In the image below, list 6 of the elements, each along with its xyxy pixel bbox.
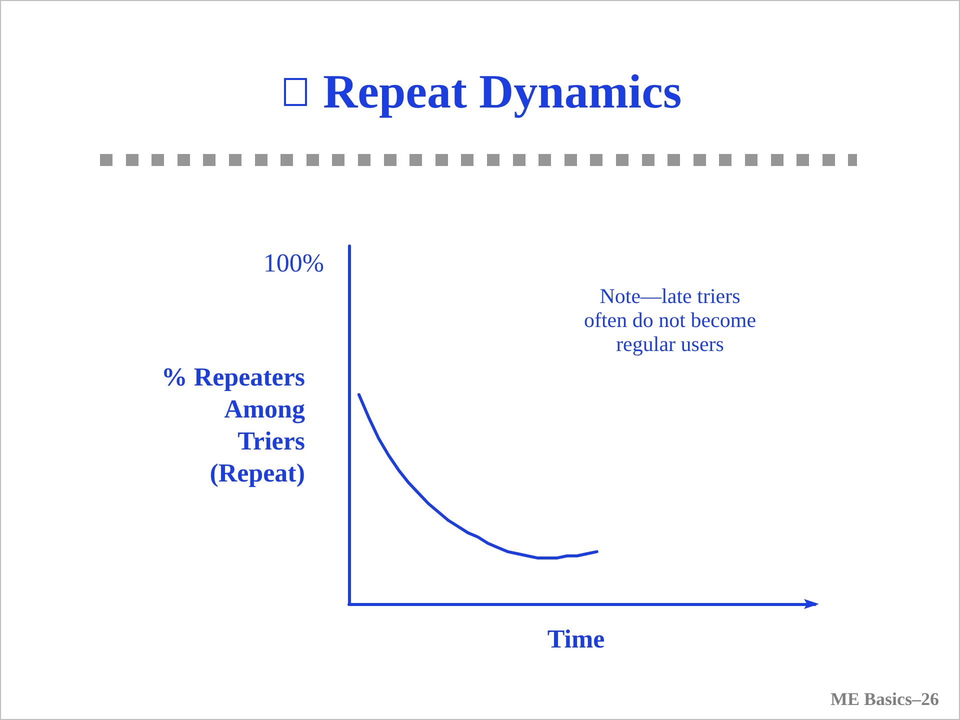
chart-title: Repeat Dynamics (323, 66, 682, 118)
text: 100% (263, 248, 324, 278)
x-axis-title: Time (547, 624, 605, 654)
text: ME Basics–26 (830, 689, 939, 709)
y-axis-title: % Repeaters Among Triers (Repeat) (161, 362, 305, 488)
text: Note—late triers often do not become regular users (584, 284, 756, 356)
